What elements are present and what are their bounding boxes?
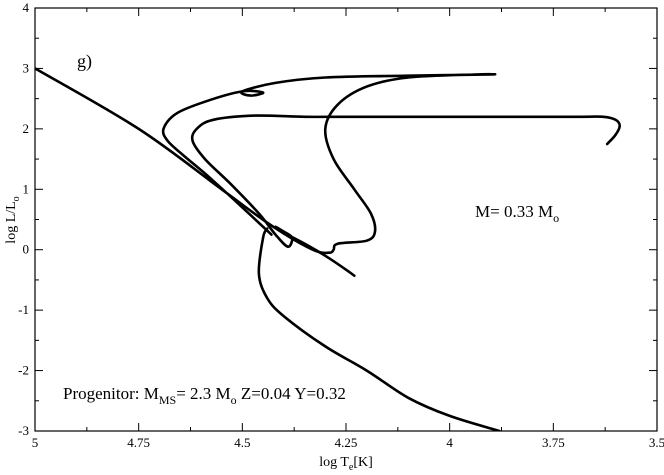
- y-tick-label: -3: [18, 423, 29, 438]
- plot-frame: [34, 7, 658, 432]
- x-tick-label: 4.75: [127, 435, 150, 450]
- y-tick-label: 0: [23, 242, 30, 257]
- y-tick-labels: -3 -2 -1 0 1 2 3 4: [18, 0, 29, 438]
- y-tick-label: -2: [18, 363, 29, 378]
- panel-label: g): [77, 51, 92, 72]
- x-tick-label: 4: [446, 435, 453, 450]
- x-tick-label: 4.25: [335, 435, 358, 450]
- y-tick-label: 4: [23, 0, 30, 15]
- track-segment-3: [257, 227, 501, 431]
- track-segment-2: [35, 67, 497, 255]
- evolution-tracks: [35, 67, 621, 431]
- y-tick-label: -1: [18, 302, 29, 317]
- axis-ticks: [34, 7, 658, 432]
- x-tick-labels: 5 4.75 4.5 4.25 4 3.75 3.5: [32, 435, 664, 450]
- x-tick-label: 4.5: [234, 435, 250, 450]
- progenitor-annotation: Progenitor: MMS= 2.3 Mo Z=0.04 Y=0.32: [63, 384, 346, 407]
- y-tick-label: 3: [23, 60, 30, 75]
- x-tick-label: 5: [32, 435, 39, 450]
- x-tick-label: 3.75: [542, 435, 565, 450]
- x-tick-label: 3.5: [649, 435, 664, 450]
- x-axis-label: log Te[K]: [319, 455, 373, 473]
- y-tick-label: 1: [23, 181, 30, 196]
- y-axis-label: log L/Lo: [4, 196, 22, 243]
- track-segment-1: [190, 114, 621, 277]
- mass-annotation: M= 0.33 Mo: [475, 202, 559, 225]
- y-tick-label: 2: [23, 121, 30, 136]
